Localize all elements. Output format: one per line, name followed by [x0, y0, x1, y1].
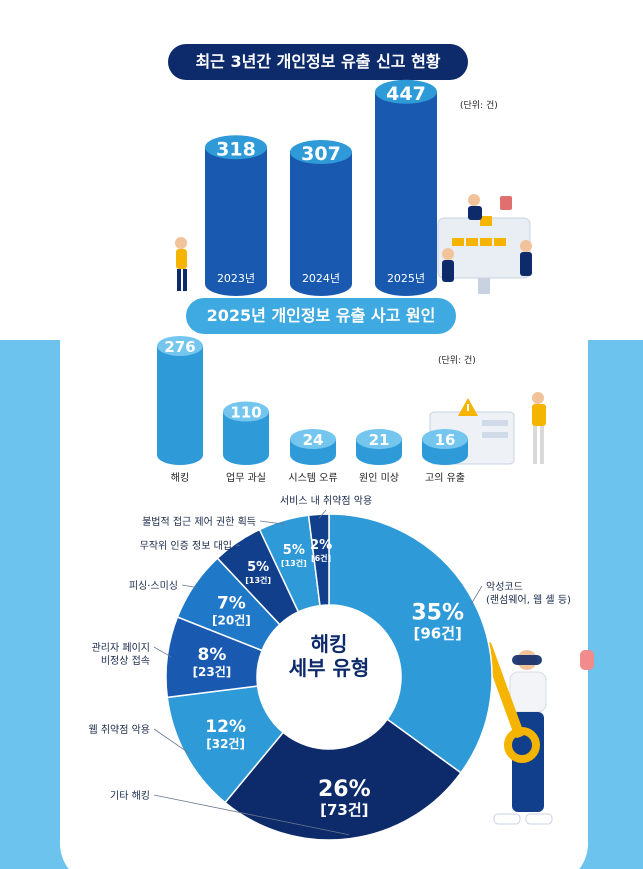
bar-base — [375, 272, 437, 296]
slice-count-label: [13건] — [281, 558, 307, 568]
cause-bar-해킹 — [157, 345, 203, 455]
category-label: 2023년 — [217, 272, 255, 285]
slice-category-label: (랜섬웨어, 웹 셸 등) — [486, 594, 571, 606]
team-working-icon — [437, 194, 532, 294]
slice-category-label: 비정상 접속 — [101, 655, 150, 667]
yearly-unit-label: (단위: 건) — [460, 101, 498, 111]
slice-percent-label: 5% — [283, 543, 305, 558]
donut-center-label: 해킹 — [311, 632, 348, 656]
person-standing-icon — [175, 237, 187, 291]
cause-bar-top — [356, 429, 402, 449]
slice-percent-label: 7% — [217, 594, 246, 614]
cause-value-label: 110 — [230, 404, 261, 422]
donut-center-label: 세부 유형 — [289, 656, 370, 680]
cause-bar-top — [157, 335, 203, 356]
bar-2025년 — [375, 91, 437, 284]
slice-count-label: [20건] — [212, 613, 251, 628]
cause-category-label: 고의 유출 — [425, 472, 465, 484]
cause-bar-base — [356, 445, 402, 465]
leader-line — [318, 509, 327, 519]
leader-line — [153, 728, 190, 754]
cause-unit-label: (단위: 건) — [438, 356, 476, 366]
cause-value-label: 16 — [435, 431, 456, 449]
cause-value-label: 24 — [303, 431, 324, 449]
slice-count-label: [23건] — [193, 664, 232, 679]
slice-percent-label: 2% — [310, 538, 332, 553]
cause-category-label: 시스템 오류 — [288, 472, 337, 484]
bar-top — [375, 79, 437, 104]
bar-2023년 — [205, 147, 267, 284]
leader-line — [181, 584, 198, 589]
slice-percent-label: 8% — [197, 645, 226, 665]
cause-bar-top — [223, 401, 269, 422]
yearly-chart-title: 최근 3년간 개인정보 유출 신고 현황 — [168, 44, 468, 80]
slice-category-label: 관리자 페이지 — [92, 642, 150, 654]
slice-category-label: 악성코드 — [486, 581, 523, 593]
slice-count-label: [13건] — [245, 575, 271, 585]
cause-bar-base — [290, 445, 336, 465]
category-label: 2024년 — [302, 272, 340, 285]
bar-base — [205, 272, 267, 296]
slice-category-label: 피싱·스미싱 — [129, 580, 178, 592]
value-label: 318 — [216, 138, 256, 160]
slice-percent-label: 35% — [411, 601, 464, 626]
leader-line — [153, 794, 350, 836]
slice-category-label: 기타 해킹 — [110, 789, 150, 802]
leader-line — [153, 646, 172, 658]
slice-category-label: 불법적 접근 제어 권한 획득 — [142, 516, 256, 528]
slice-count-label: [73건] — [320, 801, 368, 819]
slice-category-label: 웹 취약점 악용 — [88, 724, 150, 736]
donut-hole — [257, 605, 401, 749]
cause-bar-base — [422, 445, 468, 465]
cause-bar-top — [422, 429, 468, 449]
cause-category-label: 원인 미상 — [359, 472, 399, 484]
bar-base — [290, 272, 352, 296]
cause-bar-top — [290, 429, 336, 449]
slice-percent-label: 5% — [247, 560, 269, 575]
bar-2024년 — [290, 151, 352, 284]
cause-value-label: 21 — [369, 431, 390, 449]
slice-percent-label: 12% — [205, 717, 246, 737]
slice-count-label: [32건] — [206, 736, 245, 751]
cause-bar-base — [223, 445, 269, 465]
slice-count-label: [6건] — [311, 553, 331, 563]
slice-category-label: 무작위 인증 정보 대입 — [140, 539, 232, 552]
bar-top — [205, 135, 267, 160]
value-label: 307 — [301, 143, 341, 165]
cause-category-label: 해킹 — [171, 471, 189, 484]
cause-category-label: 업무 과실 — [226, 471, 266, 484]
cause-chart-title: 2025년 개인정보 유출 사고 원인 — [186, 298, 456, 334]
value-label: 447 — [386, 83, 426, 105]
bar-top — [290, 139, 352, 164]
slice-count-label: [96건] — [414, 625, 462, 643]
leader-line — [259, 520, 285, 525]
category-label: 2025년 — [387, 272, 425, 285]
slice-category-label: 서비스 내 취약점 악용 — [280, 495, 372, 507]
cause-bar-base — [157, 445, 203, 465]
slice-percent-label: 26% — [318, 777, 371, 802]
cause-value-label: 276 — [164, 338, 195, 356]
person-with-key-icon — [482, 642, 594, 825]
leader-line — [470, 585, 483, 606]
